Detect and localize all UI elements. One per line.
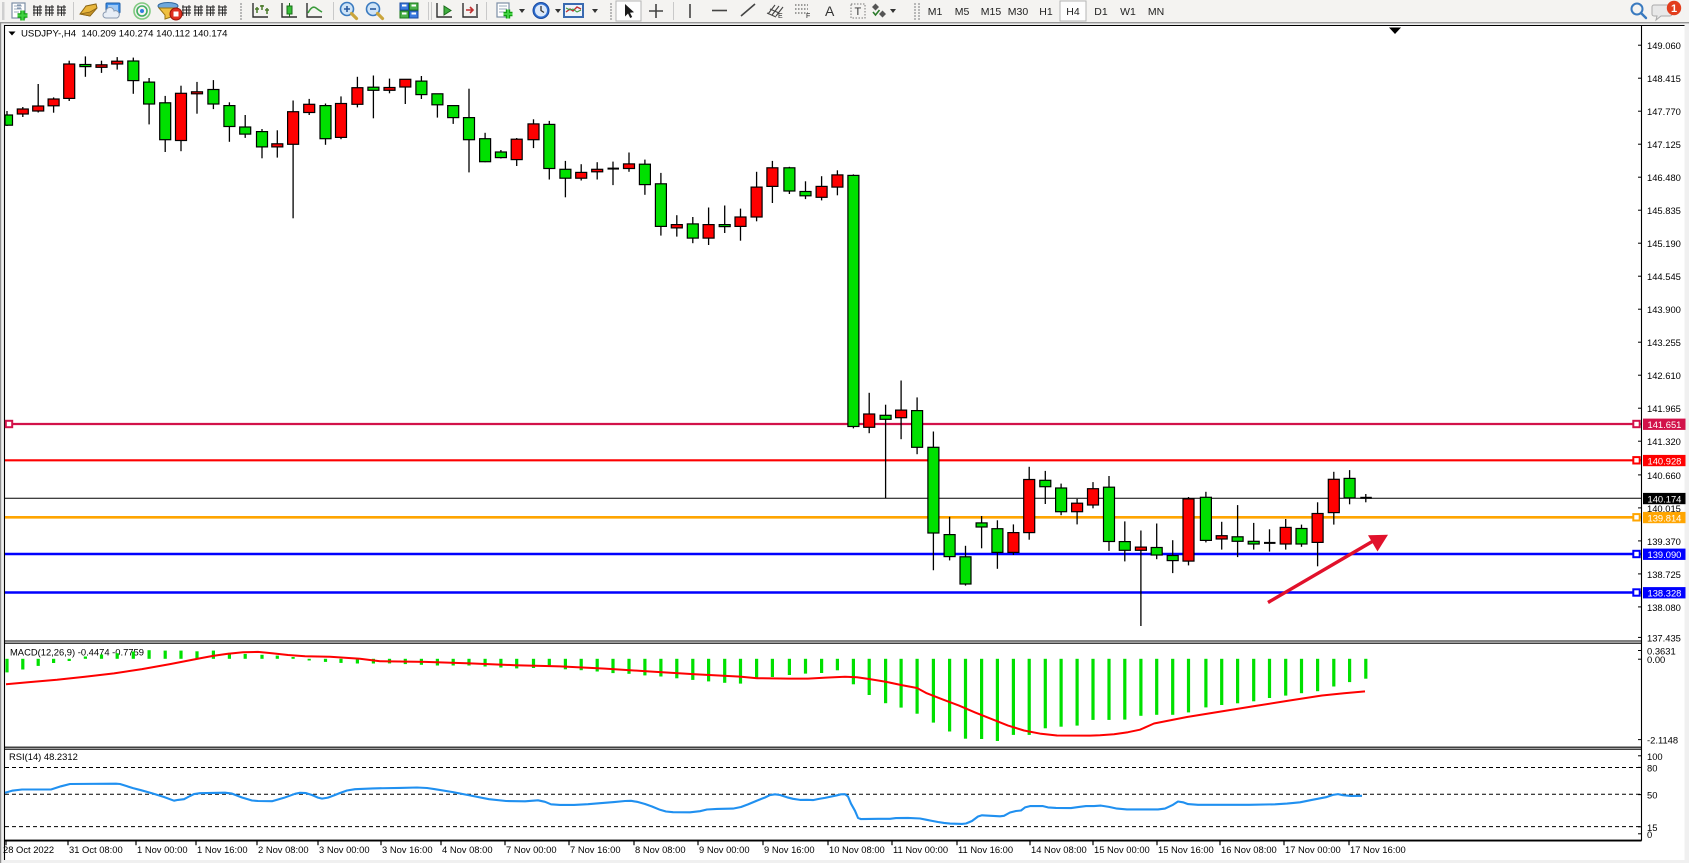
svg-text:148.415: 148.415: [1647, 73, 1681, 84]
svg-text:M1: M1: [928, 6, 943, 18]
svg-text:M5: M5: [955, 6, 970, 18]
svg-text:0.00: 0.00: [1647, 654, 1665, 665]
svg-text:7 Nov 00:00: 7 Nov 00:00: [506, 844, 557, 855]
svg-text:16 Nov 08:00: 16 Nov 08:00: [1221, 844, 1277, 855]
svg-text:139.814: 139.814: [1648, 512, 1682, 523]
svg-text:3 Nov 00:00: 3 Nov 00:00: [319, 844, 370, 855]
svg-text:140.928: 140.928: [1648, 455, 1682, 466]
svg-text:144.545: 144.545: [1647, 271, 1681, 282]
svg-text:15 Nov 00:00: 15 Nov 00:00: [1094, 844, 1150, 855]
svg-text:1: 1: [1671, 3, 1677, 15]
svg-text:140.660: 140.660: [1647, 470, 1681, 481]
svg-text:1 Nov 16:00: 1 Nov 16:00: [197, 844, 248, 855]
svg-text:50: 50: [1647, 790, 1657, 801]
svg-text:D1: D1: [1094, 6, 1108, 18]
svg-text:147.125: 147.125: [1647, 139, 1681, 150]
svg-text:15: 15: [1647, 822, 1657, 833]
svg-text:M30: M30: [1008, 6, 1029, 18]
svg-text:138.725: 138.725: [1647, 569, 1681, 580]
svg-text:138.328: 138.328: [1648, 588, 1682, 599]
svg-text:140.174: 140.174: [1648, 493, 1682, 504]
svg-text:15 Nov 16:00: 15 Nov 16:00: [1158, 844, 1214, 855]
svg-text:9 Nov 16:00: 9 Nov 16:00: [764, 844, 815, 855]
svg-text:143.255: 143.255: [1647, 337, 1681, 348]
svg-text:28 Oct 2022: 28 Oct 2022: [3, 844, 54, 855]
svg-text:146.480: 146.480: [1647, 172, 1681, 183]
svg-text:141.320: 141.320: [1647, 436, 1681, 447]
svg-text:14 Nov 08:00: 14 Nov 08:00: [1031, 844, 1087, 855]
svg-text:141.651: 141.651: [1648, 419, 1682, 430]
svg-text:H4: H4: [1066, 6, 1080, 18]
svg-text:MACD(12,26,9) -0.4474 -0.7759: MACD(12,26,9) -0.4474 -0.7759: [10, 647, 144, 658]
svg-text:E: E: [778, 13, 783, 20]
svg-text:W1: W1: [1120, 6, 1136, 18]
svg-text:9 Nov 00:00: 9 Nov 00:00: [699, 844, 750, 855]
svg-text:11 Nov 16:00: 11 Nov 16:00: [958, 844, 1013, 855]
svg-text:H1: H1: [1039, 6, 1053, 18]
svg-text:11 Nov 00:00: 11 Nov 00:00: [893, 844, 948, 855]
svg-text:MN: MN: [1148, 6, 1164, 18]
svg-text:142.610: 142.610: [1647, 370, 1681, 381]
svg-text:31 Oct 08:00: 31 Oct 08:00: [69, 844, 123, 855]
svg-text:138.080: 138.080: [1647, 602, 1681, 613]
svg-text:0: 0: [1647, 829, 1652, 840]
svg-text:USDJPY-,H4 140.209 140.274 14: USDJPY-,H4 140.209 140.274 140.112 140.1…: [21, 29, 228, 40]
svg-text:0.3631: 0.3631: [1647, 646, 1676, 657]
svg-text:1 Nov 00:00: 1 Nov 00:00: [137, 844, 188, 855]
svg-text:M15: M15: [981, 6, 1002, 18]
svg-text:17 Nov 00:00: 17 Nov 00:00: [1285, 844, 1341, 855]
svg-text:141.965: 141.965: [1647, 403, 1681, 414]
svg-text:145.190: 145.190: [1647, 238, 1681, 249]
svg-text:T: T: [855, 6, 862, 18]
svg-text:137.435: 137.435: [1647, 632, 1681, 643]
svg-text:147.770: 147.770: [1647, 106, 1681, 117]
svg-text:8 Nov 08:00: 8 Nov 08:00: [635, 844, 686, 855]
svg-text:17 Nov 16:00: 17 Nov 16:00: [1350, 844, 1406, 855]
svg-text:149.060: 149.060: [1647, 40, 1681, 51]
svg-text:143.900: 143.900: [1647, 304, 1681, 315]
svg-text:10 Nov 08:00: 10 Nov 08:00: [829, 844, 885, 855]
svg-text:F: F: [806, 13, 810, 20]
svg-text:145.835: 145.835: [1647, 205, 1681, 216]
svg-text:100: 100: [1647, 751, 1663, 762]
svg-text:A: A: [825, 3, 835, 19]
svg-text:139.370: 139.370: [1647, 536, 1681, 547]
svg-text:-2.1148: -2.1148: [1647, 735, 1678, 746]
svg-text:140.015: 140.015: [1647, 503, 1681, 514]
svg-text:139.090: 139.090: [1648, 549, 1682, 560]
svg-text:4 Nov 08:00: 4 Nov 08:00: [442, 844, 493, 855]
svg-text:2 Nov 08:00: 2 Nov 08:00: [258, 844, 309, 855]
svg-text:7 Nov 16:00: 7 Nov 16:00: [570, 844, 621, 855]
svg-text:RSI(14) 48.2312: RSI(14) 48.2312: [9, 751, 78, 762]
svg-text:3 Nov 16:00: 3 Nov 16:00: [382, 844, 433, 855]
svg-text:80: 80: [1647, 762, 1657, 773]
